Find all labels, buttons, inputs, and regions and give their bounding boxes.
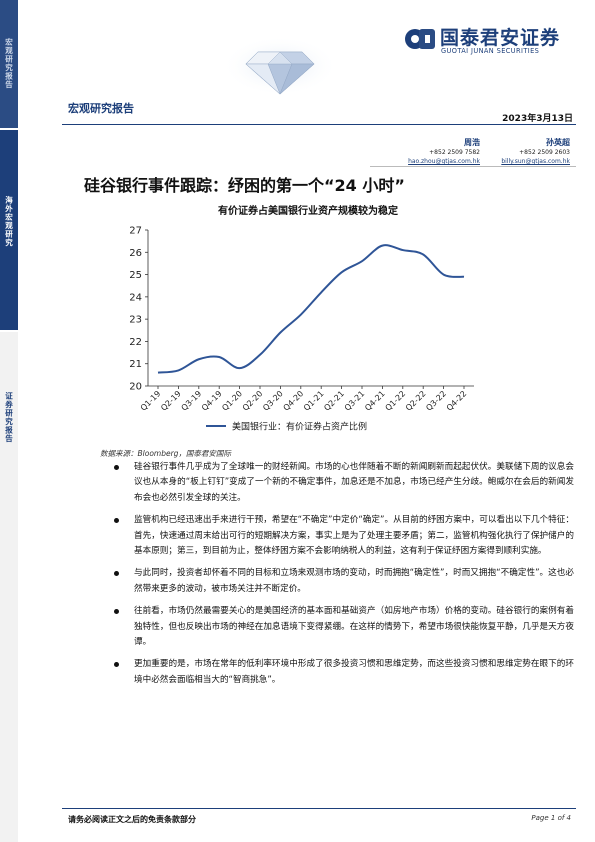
page-title: 硅谷银行事件跟踪：纾困的第一个“24 小时” bbox=[84, 176, 405, 195]
x-tick-label: Q4-20 bbox=[282, 389, 306, 413]
report-type: 宏观研究报告 bbox=[68, 102, 134, 115]
x-tick-label: Q4-22 bbox=[445, 389, 469, 413]
x-tick-label: Q2-22 bbox=[404, 389, 428, 413]
author-name: 周浩 bbox=[464, 138, 480, 147]
diamond-graphic bbox=[222, 36, 338, 96]
y-tick-label: 23 bbox=[129, 315, 142, 326]
logo-name-en: GUOTAI JUNAN SECURITIES bbox=[441, 47, 540, 55]
legend-label: 美国银行业：有价证券占资产比例 bbox=[232, 421, 367, 433]
x-tick-label: Q3-19 bbox=[180, 389, 204, 413]
y-tick-label: 24 bbox=[129, 292, 142, 303]
series-line bbox=[157, 244, 465, 374]
x-tick-label: Q1-19 bbox=[139, 389, 163, 413]
author-divider bbox=[370, 166, 576, 167]
sidebar-section-securities: 证券研究报告 bbox=[0, 332, 18, 842]
author-phone: +852 2509 7582 bbox=[429, 149, 480, 156]
x-tick-label: Q1-22 bbox=[384, 389, 408, 413]
sidebar-section-overseas: 海外宏观研究 bbox=[0, 130, 18, 330]
sidebar-section-macro: 宏观研究报告 bbox=[0, 0, 18, 128]
header-divider bbox=[62, 124, 576, 125]
x-tick-label: Q2-20 bbox=[241, 389, 265, 413]
y-tick-label: 22 bbox=[129, 337, 142, 348]
y-tick-label: 26 bbox=[129, 248, 142, 259]
company-logo: 国泰君安证券 GUOTAI JUNAN SECURITIES bbox=[404, 22, 574, 58]
report-date: 2023年3月13日 bbox=[502, 114, 573, 124]
logo-icon bbox=[405, 29, 435, 49]
y-tick-label: 21 bbox=[129, 359, 142, 370]
author-email-link[interactable]: billy.sun@gtjas.com.hk bbox=[501, 158, 570, 165]
author-phone: +852 2509 2603 bbox=[519, 149, 570, 156]
y-tick-label: 25 bbox=[129, 270, 142, 281]
x-tick-label: Q3-22 bbox=[424, 389, 448, 413]
bullet-item: 更加重要的是，市场在常年的低利率环境中形成了很多投资习惯和思维定势，而这些投资习… bbox=[104, 657, 574, 688]
bullet-item: 监管机构已经迅速出手来进行干预，希望在“不确定”中定价“确定”。从目前的纾困方案… bbox=[104, 513, 574, 559]
y-tick-label: 20 bbox=[129, 382, 142, 393]
author-name: 孙英超 bbox=[546, 138, 570, 147]
chart-title: 有价证券占美国银行业资产规模较为稳定 bbox=[218, 206, 398, 217]
bullet-item: 与此同时，投资者却怀着不同的目标和立场来观测市场的变动，时而拥抱“确定性”，时而… bbox=[104, 566, 574, 597]
y-tick-label: 27 bbox=[129, 226, 142, 237]
page-number: Page 1 of 4 bbox=[531, 814, 571, 822]
x-tick-label: Q3-20 bbox=[261, 389, 285, 413]
footer-disclaimer: 请务必阅读正文之后的免责条款部分 bbox=[68, 815, 196, 824]
bullet-list: 硅谷银行事件几乎成为了全球唯一的财经新闻。市场的心也伴随着不断的新闻刷新而起起伏… bbox=[104, 460, 574, 695]
sidebar: 宏观研究报告 海外宏观研究 证券研究报告 bbox=[0, 0, 18, 842]
footer-divider bbox=[62, 808, 576, 809]
logo-name-cn: 国泰君安证券 bbox=[440, 27, 561, 49]
x-tick-label: Q3-21 bbox=[343, 389, 367, 413]
x-tick-label: Q1-21 bbox=[302, 389, 326, 413]
x-tick-label: Q4-21 bbox=[363, 389, 387, 413]
x-tick-label: Q4-19 bbox=[200, 389, 224, 413]
author-zhou: 周浩 +852 2509 7582 hao.zhou@gtjas.com.hk bbox=[408, 137, 480, 166]
author-sun: 孙英超 +852 2509 2603 billy.sun@gtjas.com.h… bbox=[501, 137, 570, 166]
bullet-item: 往前看，市场仍然最需要关心的是美国经济的基本面和基础资产（如房地产市场）价格的变… bbox=[104, 604, 574, 650]
x-tick-label: Q2-19 bbox=[159, 389, 183, 413]
line-chart: 2021222324252627Q1-19Q2-19Q3-19Q4-19Q1-2… bbox=[129, 226, 474, 433]
bullet-item: 硅谷银行事件几乎成为了全球唯一的财经新闻。市场的心也伴随着不断的新闻刷新而起起伏… bbox=[104, 460, 574, 506]
x-tick-label: Q1-20 bbox=[220, 389, 244, 413]
author-email-link[interactable]: hao.zhou@gtjas.com.hk bbox=[408, 158, 480, 165]
x-tick-label: Q2-21 bbox=[322, 389, 346, 413]
chart-source: 数据来源：Bloomberg，国泰君安国际 bbox=[100, 449, 231, 458]
